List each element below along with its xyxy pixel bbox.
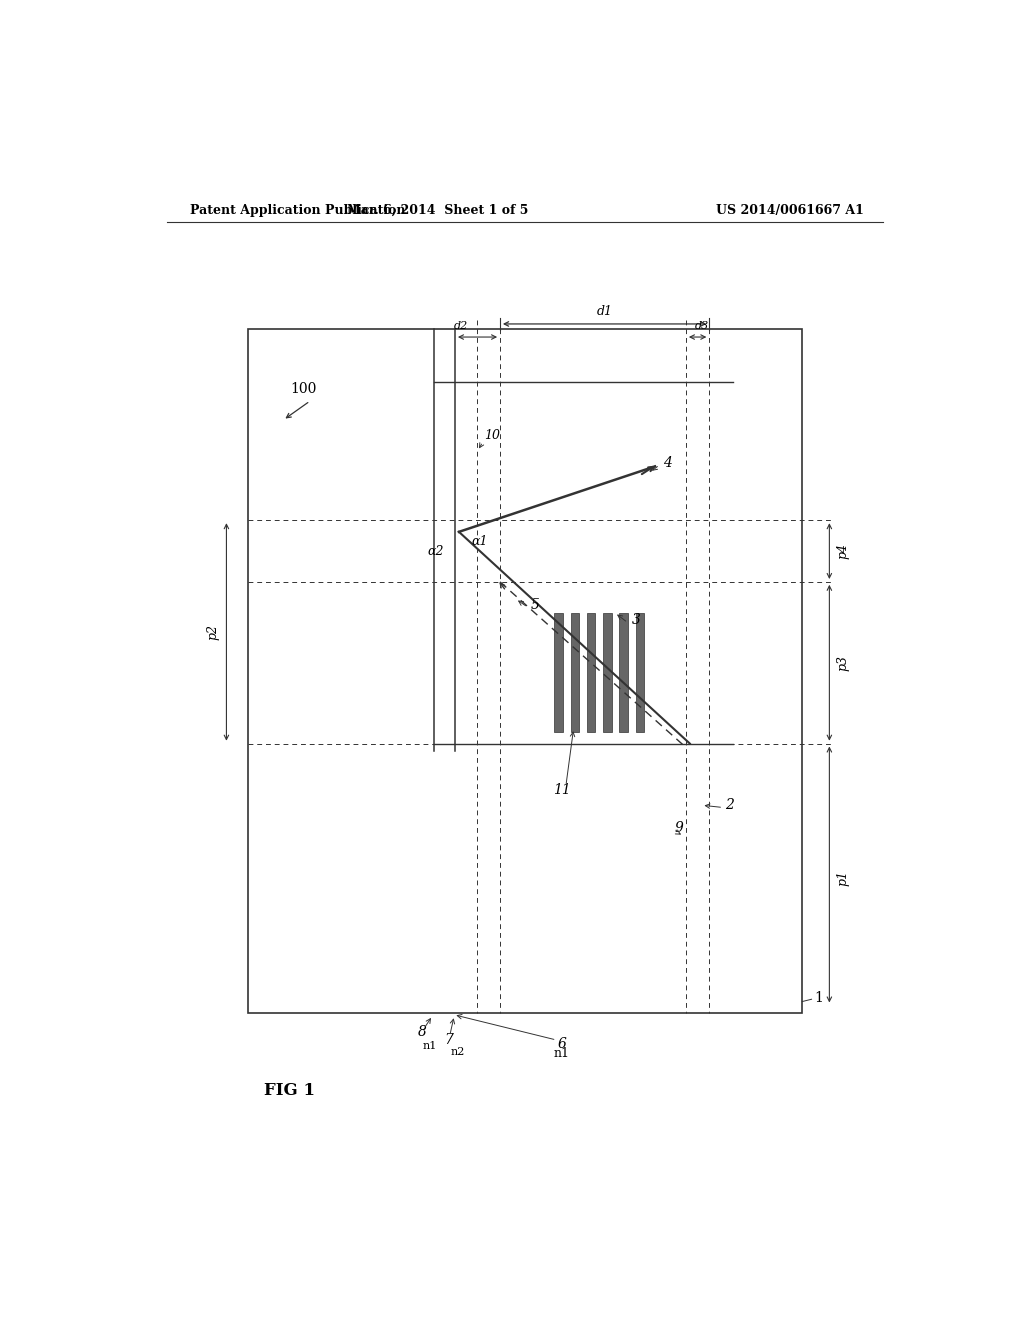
Text: p3: p3	[837, 655, 850, 671]
Text: 6: 6	[557, 1038, 566, 1051]
Text: α2: α2	[427, 545, 444, 557]
Text: d1: d1	[597, 305, 612, 318]
Text: 2: 2	[725, 799, 733, 812]
Text: p4: p4	[837, 543, 850, 560]
Text: α1: α1	[472, 536, 488, 548]
Text: 8: 8	[418, 1026, 427, 1039]
Bar	[587, 612, 595, 733]
Text: n1: n1	[554, 1047, 570, 1060]
Text: 10: 10	[484, 429, 501, 442]
Text: p1: p1	[837, 870, 850, 886]
Bar	[554, 612, 563, 733]
Bar	[636, 612, 644, 733]
Text: n1: n1	[423, 1041, 437, 1051]
Text: 9: 9	[675, 821, 683, 836]
Bar	[620, 612, 628, 733]
Text: d2: d2	[454, 321, 468, 331]
Text: 7: 7	[444, 1034, 454, 1047]
Text: 5: 5	[531, 598, 540, 612]
Bar	[248, 330, 802, 1014]
Bar	[570, 612, 579, 733]
Text: 3: 3	[632, 614, 641, 627]
Text: 1: 1	[814, 991, 822, 1005]
Bar	[603, 612, 611, 733]
Text: US 2014/0061667 A1: US 2014/0061667 A1	[717, 205, 864, 218]
Text: 100: 100	[291, 383, 317, 396]
Text: Patent Application Publication: Patent Application Publication	[190, 205, 406, 218]
Text: n2: n2	[451, 1047, 465, 1057]
Text: 4: 4	[663, 455, 672, 470]
Text: d3: d3	[694, 321, 709, 331]
Text: p2: p2	[206, 624, 219, 640]
Text: Mar. 6, 2014  Sheet 1 of 5: Mar. 6, 2014 Sheet 1 of 5	[347, 205, 528, 218]
Text: FIG 1: FIG 1	[263, 1081, 314, 1098]
Text: 11: 11	[553, 783, 570, 797]
